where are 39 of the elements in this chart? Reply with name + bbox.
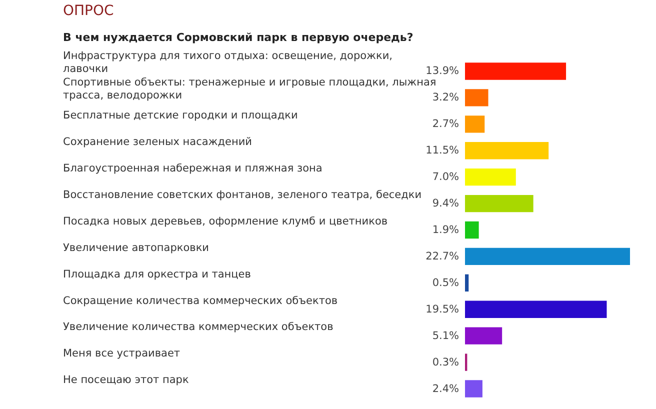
data-label: 7.0% (432, 171, 460, 184)
bar (465, 116, 485, 133)
bar (465, 300, 607, 318)
y-tick-label: Увеличение автопарковки (63, 242, 209, 254)
y-tick-label: Восстановление советских фонтанов, зеленого театра, беседки (63, 188, 422, 201)
data-label: 13.9% (426, 65, 460, 78)
data-label: 19.5% (426, 303, 460, 316)
data-label: 0.5% (432, 276, 460, 289)
bar (465, 248, 630, 266)
bar (465, 274, 469, 292)
data-label: 2.7% (432, 118, 460, 130)
bar (465, 194, 534, 212)
y-tick-label: Сокращение количества коммерческих объектов (63, 294, 338, 307)
y-tick-label: Бесплатные детские городки и площадки (63, 110, 298, 122)
y-tick-label: Не посещаю этот парк (63, 374, 189, 386)
data-label: 3.2% (432, 92, 460, 104)
bar (465, 221, 479, 239)
y-tick-label: Инфраструктура для тихого отдыха: освещение, дорожки, лавочки (63, 50, 393, 76)
bar (465, 62, 566, 80)
y-tick-label: Площадка для оркестра и танцев (63, 268, 251, 280)
data-label: 1.9% (432, 224, 460, 236)
y-tick-label: Сохранение зеленых насаждений (63, 136, 252, 148)
data-label: 0.3% (432, 356, 460, 368)
bar (465, 142, 549, 160)
y-tick-label: Увеличение количества коммерческих объектов (63, 321, 334, 334)
y-tick-label: Благоустроенная набережная и пляжная зона (63, 162, 322, 174)
text: ОПРОС (63, 3, 114, 20)
data-label: 2.4% (432, 382, 460, 395)
y-tick-label: Посадка новых деревьев, оформление клумб и цветников (63, 215, 388, 228)
data-label: 22.7% (426, 250, 460, 262)
bar (465, 327, 502, 344)
bar (465, 168, 516, 186)
bar (465, 89, 488, 106)
bar (465, 380, 482, 398)
data-label: 9.4% (432, 198, 460, 210)
text: В чем нуждается Сормовский парк в первую очередь? (63, 31, 414, 44)
y-tick-label: Меня все устраивает (63, 348, 180, 360)
data-label: 5.1% (432, 330, 460, 342)
data-label: 11.5% (426, 144, 460, 157)
